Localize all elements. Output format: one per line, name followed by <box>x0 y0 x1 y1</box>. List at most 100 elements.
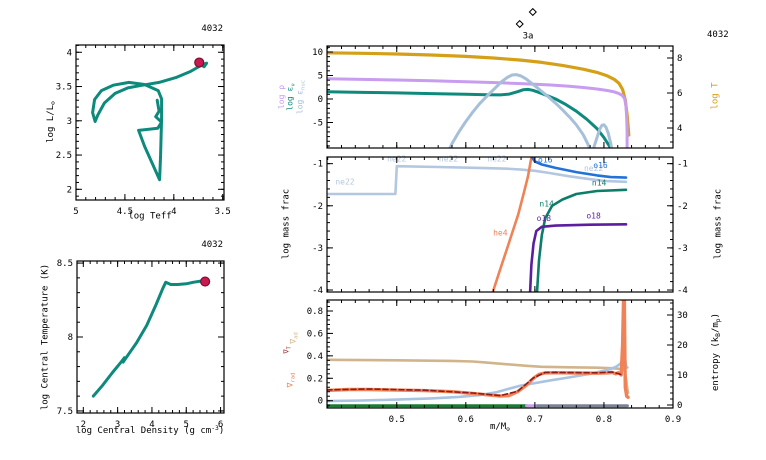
tick-label: 0.7 <box>527 415 543 425</box>
p1-epsnuc-axis-label: log εnuc <box>295 79 307 115</box>
hr-xlabel: log Teff <box>128 211 172 222</box>
tick-label: -1 <box>677 160 688 170</box>
hr-series-group <box>91 61 209 182</box>
series-log-T <box>327 51 631 137</box>
tick-label: 8 <box>68 333 73 343</box>
burn-zone-marker-icon <box>515 19 524 29</box>
line-label-o16: o16 <box>593 161 608 170</box>
tick-label: -4 <box>677 286 688 296</box>
trho-xlabel: log Central Density (g cm-3) <box>75 425 225 436</box>
line-label-o18: o18 <box>586 211 601 220</box>
tick-label: 4 <box>171 207 176 217</box>
series-grad-rad <box>327 300 630 399</box>
series-tc-rhoc-track <box>91 279 206 398</box>
tick-label: 0.6 <box>458 415 474 425</box>
series-o16 <box>530 157 628 179</box>
tick-label: 2.5 <box>56 151 72 161</box>
p1-logT-axis-label: log T <box>710 82 721 110</box>
tick-label: 10 <box>677 371 688 381</box>
series-he4 <box>491 157 533 292</box>
tick-label: -2 <box>312 202 323 212</box>
tick-label: 0.8 <box>307 307 323 317</box>
tick-label: 2 <box>67 185 72 195</box>
trho-panel-title: 4032 <box>201 240 223 250</box>
tick-label: 6 <box>677 89 682 99</box>
tick-label: 3 <box>115 420 120 430</box>
p3-gradr-axis-label: ∇rad <box>285 372 297 388</box>
tick-label: 4 <box>149 420 154 430</box>
figure-title: 4032 <box>707 30 729 40</box>
tick-label: 5 <box>73 207 78 217</box>
tick-label: 4 <box>67 48 72 58</box>
line-label-n14: n14 <box>539 200 554 209</box>
tick-label: 5 <box>184 420 189 430</box>
tick-label: -3 <box>677 244 688 254</box>
series-grad-T <box>327 371 623 397</box>
trho-series-group <box>91 279 206 398</box>
series-ne22 <box>327 164 628 196</box>
burn-zone-label: 3a <box>522 31 534 42</box>
p2-frame <box>326 156 674 293</box>
tick-label: -4 <box>312 286 323 296</box>
tick-label: 0.8 <box>596 415 612 425</box>
tick-label: 3.5 <box>215 207 231 217</box>
line-label-ne22: ne22 <box>487 155 506 164</box>
p1-frame <box>326 45 674 149</box>
line-label-ne22: ne22 <box>439 155 458 164</box>
p3-grada-axis-label: ∇ad <box>288 332 300 344</box>
tick-label: 4 <box>677 124 682 134</box>
series-n14 <box>535 188 628 292</box>
line-label-o16: o16 <box>538 155 553 164</box>
tick-label: -5 <box>312 118 323 128</box>
tick-label: 0.6 <box>307 329 323 339</box>
p2-series-group <box>327 157 628 292</box>
tick-label: 4.5 <box>117 207 133 217</box>
p1-series-group <box>327 51 631 148</box>
tick-label: 5 <box>318 72 323 82</box>
tick-label: 0.5 <box>389 415 405 425</box>
tick-label: 3 <box>67 117 72 127</box>
tick-label: 0 <box>677 401 682 411</box>
tick-label: 30 <box>677 311 688 321</box>
p2-left-axis-label: log mass frac <box>281 188 292 260</box>
tick-label: 20 <box>677 341 688 351</box>
current-model-dot <box>200 276 211 287</box>
tick-label: 0.4 <box>307 352 323 362</box>
tick-label: 0.2 <box>307 374 323 384</box>
tick-label: -2 <box>677 202 688 212</box>
tick-label: 6 <box>218 420 223 430</box>
burn-zone-marker-icon <box>528 7 537 17</box>
tick-label: 0 <box>318 95 323 105</box>
tick-label: 7.5 <box>57 407 73 417</box>
tick-label: 3.5 <box>56 83 72 93</box>
tick-label: 0.9 <box>665 415 681 425</box>
hr-ylabel: log L/L⊙ <box>45 101 57 143</box>
tick-label: 8.5 <box>57 259 73 269</box>
p3-gradT-axis-label: ∇T <box>282 346 293 354</box>
trho-ylabel: log Central Temperature (K) <box>40 263 51 411</box>
tick-label: -3 <box>312 244 323 254</box>
tick-label: -1 <box>312 160 323 170</box>
line-label-he4: he4 <box>493 228 508 237</box>
tick-label: 8 <box>677 54 682 64</box>
hr-frame <box>75 44 225 201</box>
p3-series-group <box>327 300 630 408</box>
p3-frame <box>326 299 674 409</box>
series-log-eps-nuc <box>448 73 614 148</box>
line-label-ne22: ne22 <box>584 164 603 173</box>
tick-label: 10 <box>312 48 323 58</box>
series-hr-track <box>91 61 209 182</box>
line-label-o18: o18 <box>537 214 552 223</box>
line-label-ne22: ne22 <box>335 178 354 187</box>
p3-xlabel: m/M⊙ <box>489 421 511 433</box>
p3-entropy-axis-label: entropy (kB/mp) <box>710 312 722 392</box>
tick-label: 0 <box>318 397 323 407</box>
line-label-n14: n14 <box>592 179 607 188</box>
hr-panel-title: 4032 <box>201 24 223 34</box>
series-o18 <box>528 223 628 292</box>
tick-label: 2 <box>81 420 86 430</box>
current-model-dot <box>194 57 205 68</box>
p2-right-axis-label: log mass frac <box>713 188 724 260</box>
